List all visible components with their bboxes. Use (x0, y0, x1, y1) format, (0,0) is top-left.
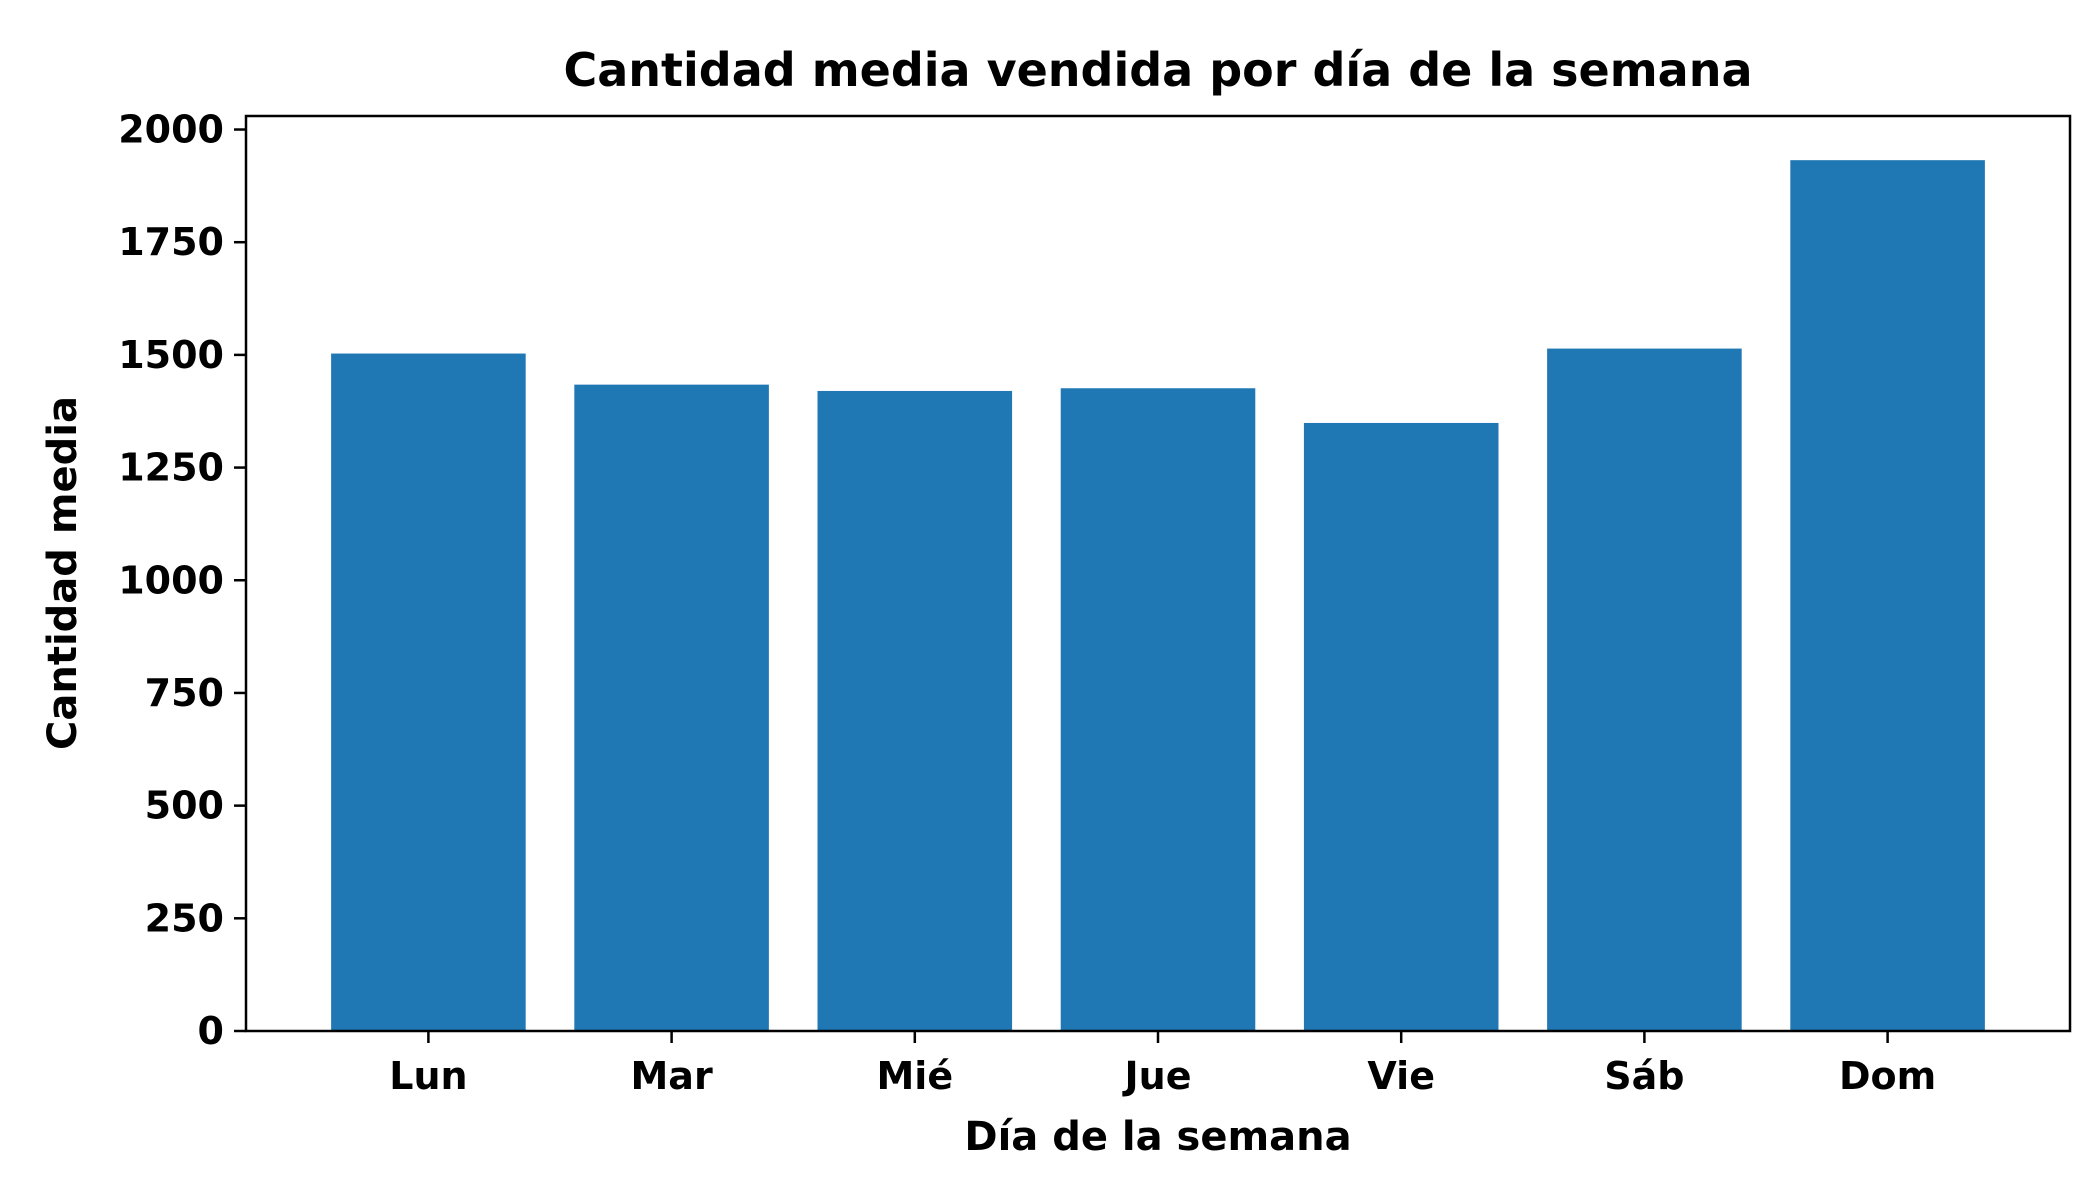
y-axis-ticks: 0 250 500 750 1000 1250 1500 1750 2000 (118, 108, 246, 1053)
x-tick-label: Mié (876, 1054, 953, 1098)
x-tick-label: Sáb (1604, 1054, 1684, 1098)
bar-3 (1060, 388, 1256, 1031)
bar-2 (817, 390, 1013, 1031)
y-axis-label: Cantidad media (40, 396, 86, 750)
y-tick-label: 2000 (118, 108, 224, 152)
x-tick-label: Vie (1367, 1054, 1435, 1098)
x-tick-label: Dom (1839, 1054, 1936, 1098)
chart-title: Cantidad media vendida por día de la sem… (564, 43, 1753, 97)
y-tick-label: 250 (145, 896, 224, 940)
bar-1 (574, 384, 769, 1031)
x-tick-label: Lun (389, 1054, 467, 1098)
bar-5 (1547, 348, 1742, 1031)
y-tick-label: 0 (198, 1009, 224, 1053)
bar-6 (1790, 160, 1985, 1031)
y-tick-label: 1000 (118, 558, 224, 602)
x-tick-label: Mar (630, 1054, 712, 1098)
y-tick-label: 1750 (118, 220, 224, 264)
y-tick-label: 750 (145, 671, 224, 715)
x-axis-ticks: Lun Mar Mié Jue Vie Sáb Dom (389, 1031, 1936, 1098)
bar-0 (331, 353, 526, 1031)
x-axis-label: Día de la semana (964, 1114, 1351, 1160)
bar-4 (1303, 422, 1499, 1031)
plot-frame (244, 114, 2072, 1033)
y-tick-label: 1500 (118, 333, 224, 377)
y-tick-label: 500 (145, 784, 224, 828)
bars-layer (331, 160, 1985, 1031)
x-tick-label: Jue (1122, 1054, 1192, 1098)
y-tick-label: 1250 (118, 446, 224, 490)
